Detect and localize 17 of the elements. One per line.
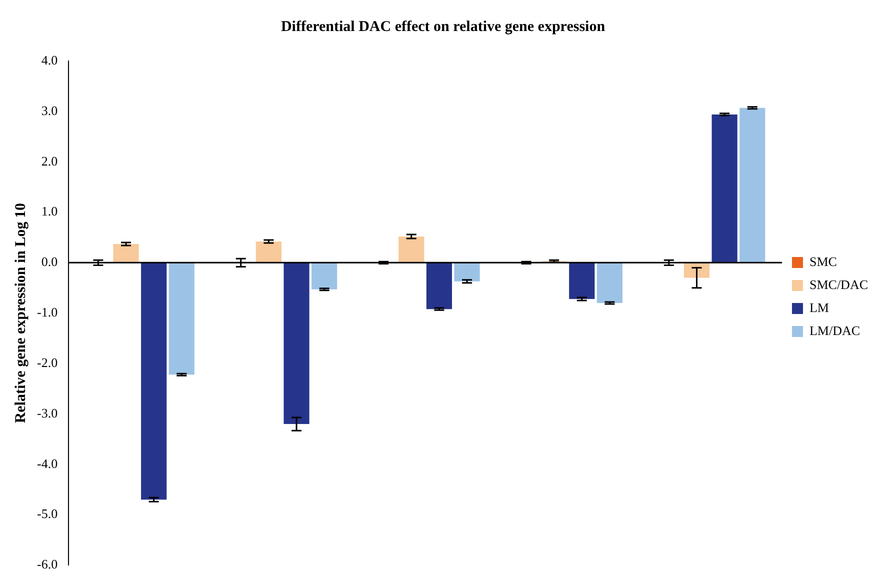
y-tick-label: 1.0	[41, 204, 58, 219]
legend-label: LM/DAC	[809, 322, 860, 338]
y-tick-label: -5.0	[36, 506, 58, 522]
y-tick-label: -4.0	[36, 456, 58, 471]
y-tick-label: 0.0	[41, 254, 58, 270]
legend-label: LM	[809, 300, 830, 315]
y-tick-label: -2.0	[36, 354, 58, 370]
y-tick-label: -1.0	[36, 304, 58, 320]
y-tick-label: -3.0	[36, 405, 58, 420]
y-tick-label: 3.0	[41, 102, 58, 118]
y-tick-label: -6.0	[36, 556, 58, 572]
y-tick-label: 2.0	[41, 153, 58, 168]
legend-label: SMC	[809, 254, 837, 269]
y-tick-label: 4.0	[41, 52, 58, 68]
legend-label: SMC/DAC	[809, 276, 868, 292]
y-axis-title: Relative gene expression in Log 10	[12, 203, 29, 424]
chart-title: Differential DAC effect on relative gene expression	[280, 18, 606, 35]
